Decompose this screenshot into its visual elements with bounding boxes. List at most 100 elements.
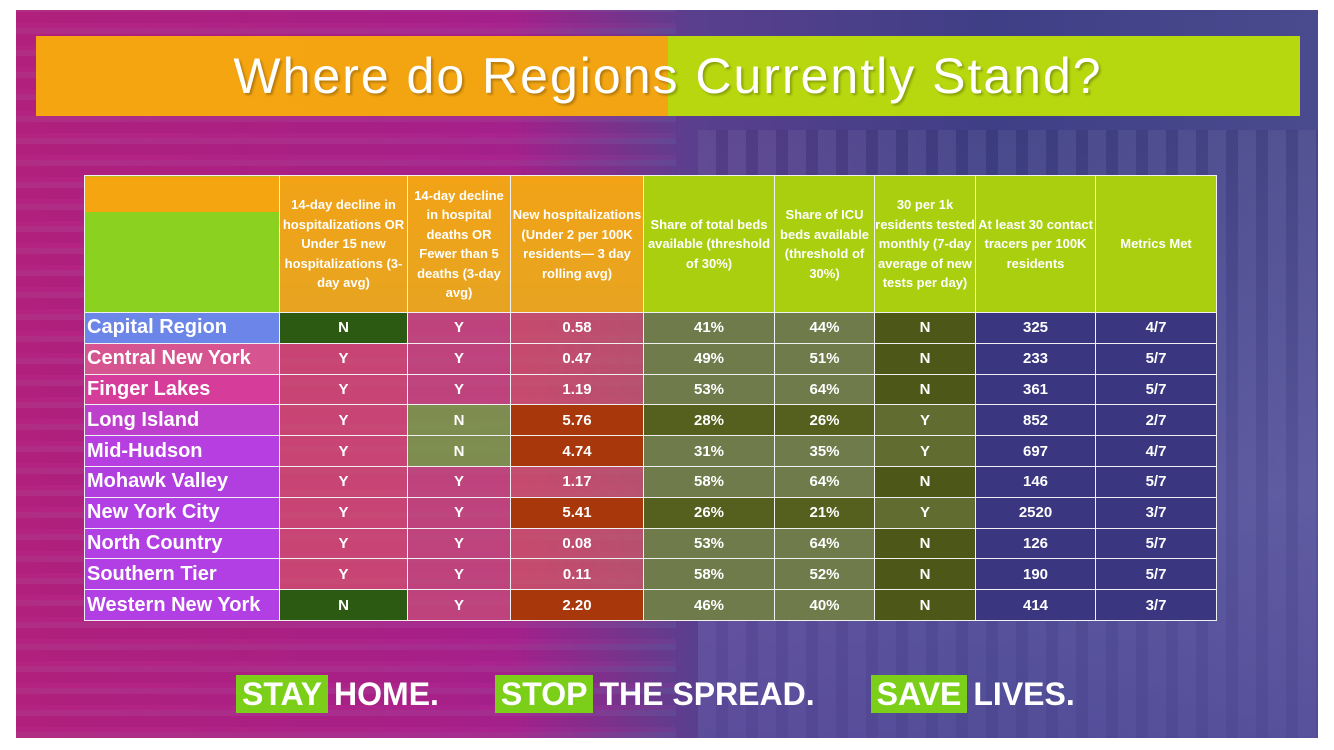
tracers-cell: 190 xyxy=(975,558,1096,591)
new-hosp-cell: 0.08 xyxy=(510,527,644,560)
metrics-met-cell: 5/7 xyxy=(1095,342,1217,375)
death-decline-cell: Y xyxy=(407,312,511,344)
metrics-met-cell: 5/7 xyxy=(1095,527,1217,560)
slogan-tag: STOP xyxy=(494,675,594,713)
hosp-decline-cell: Y xyxy=(279,435,408,467)
death-decline-cell: Y xyxy=(407,558,511,591)
testing-cell: Y xyxy=(874,435,976,467)
region-cell: Central New York xyxy=(84,342,280,375)
table-row: Mid-Hudson Y N 4.74 31% 35% Y 697 4/7 xyxy=(84,435,1217,467)
death-decline-cell: N xyxy=(407,435,511,467)
table-body: Capital Region N Y 0.58 41% 44% N 325 4/7 Central… xyxy=(84,312,1217,621)
slogan-save-lives: SAVE LIVES. xyxy=(870,675,1075,713)
metrics-met-cell: 5/7 xyxy=(1095,465,1217,498)
icu-beds-cell: 52% xyxy=(774,558,875,591)
death-decline-cell: Y xyxy=(407,342,511,375)
table-row: Central New York Y Y 0.47 49% 51% N 233 5/7 xyxy=(84,342,1217,375)
table-row: Long Island Y N 5.76 28% 26% Y 852 2/7 xyxy=(84,404,1217,437)
table-row: Finger Lakes Y Y 1.19 53% 64% N 361 5/7 xyxy=(84,373,1217,406)
total-beds-cell: 46% xyxy=(643,589,775,621)
metrics-met-cell: 3/7 xyxy=(1095,589,1217,621)
metrics-met-cell: 4/7 xyxy=(1095,312,1217,344)
header-testing: 30 per 1k residents tested monthly (7-da… xyxy=(874,175,976,313)
metrics-met-cell: 5/7 xyxy=(1095,558,1217,591)
icu-beds-cell: 35% xyxy=(774,435,875,467)
region-cell: Capital Region xyxy=(84,312,280,344)
hosp-decline-cell: Y xyxy=(279,527,408,560)
total-beds-cell: 31% xyxy=(643,435,775,467)
hosp-decline-cell: Y xyxy=(279,373,408,406)
hosp-decline-cell: N xyxy=(279,312,408,344)
table-row: Southern Tier Y Y 0.11 58% 52% N 190 5/7 xyxy=(84,558,1217,591)
icu-beds-cell: 21% xyxy=(774,496,875,529)
icu-beds-cell: 44% xyxy=(774,312,875,344)
header-row: 14-day decline in hospitalizations OR Un… xyxy=(84,175,1217,313)
death-decline-cell: N xyxy=(407,404,511,437)
region-cell: Mid-Hudson xyxy=(84,435,280,467)
tracers-cell: 697 xyxy=(975,435,1096,467)
icu-beds-cell: 26% xyxy=(774,404,875,437)
metrics-met-cell: 4/7 xyxy=(1095,435,1217,467)
icu-beds-cell: 64% xyxy=(774,527,875,560)
death-decline-cell: Y xyxy=(407,373,511,406)
slogan-tag: STAY xyxy=(236,675,329,713)
region-cell: Finger Lakes xyxy=(84,373,280,406)
region-cell: Long Island xyxy=(84,404,280,437)
metrics-met-cell: 3/7 xyxy=(1095,496,1217,529)
testing-cell: N xyxy=(874,527,976,560)
death-decline-cell: Y xyxy=(407,465,511,498)
tracers-cell: 852 xyxy=(975,404,1096,437)
total-beds-cell: 58% xyxy=(643,558,775,591)
icu-beds-cell: 64% xyxy=(774,373,875,406)
slogan-text: HOME. xyxy=(334,675,439,712)
regions-table: 14-day decline in hospitalizations OR Un… xyxy=(84,175,1217,621)
hosp-decline-cell: Y xyxy=(279,404,408,437)
total-beds-cell: 41% xyxy=(643,312,775,344)
table-row: North Country Y Y 0.08 53% 64% N 126 5/7 xyxy=(84,527,1217,560)
total-beds-cell: 53% xyxy=(643,527,775,560)
testing-cell: Y xyxy=(874,404,976,437)
tracers-cell: 126 xyxy=(975,527,1096,560)
slogan-stay-home: STAY HOME. xyxy=(236,675,439,713)
header-death-decline: 14-day decline in hospital deaths OR Few… xyxy=(407,175,511,313)
hosp-decline-cell: Y xyxy=(279,342,408,375)
new-hosp-cell: 1.19 xyxy=(510,373,644,406)
tracers-cell: 2520 xyxy=(975,496,1096,529)
hosp-decline-cell: Y xyxy=(279,558,408,591)
header-hosp-decline: 14-day decline in hospitalizations OR Un… xyxy=(279,175,408,313)
hosp-decline-cell: Y xyxy=(279,465,408,498)
region-cell: Southern Tier xyxy=(84,558,280,591)
tracers-cell: 361 xyxy=(975,373,1096,406)
header-metrics-met: Metrics Met xyxy=(1095,175,1217,313)
new-hosp-cell: 4.74 xyxy=(510,435,644,467)
new-hosp-cell: 0.11 xyxy=(510,558,644,591)
tracers-cell: 414 xyxy=(975,589,1096,621)
table-row: Capital Region N Y 0.58 41% 44% N 325 4/7 xyxy=(84,312,1217,344)
new-hosp-cell: 0.58 xyxy=(510,312,644,344)
title-bar xyxy=(36,36,1300,116)
new-hosp-cell: 1.17 xyxy=(510,465,644,498)
total-beds-cell: 26% xyxy=(643,496,775,529)
testing-cell: Y xyxy=(874,496,976,529)
new-hosp-cell: 5.76 xyxy=(510,404,644,437)
region-cell: New York City xyxy=(84,496,280,529)
testing-cell: N xyxy=(874,465,976,498)
region-cell: North Country xyxy=(84,527,280,560)
slogan: STAY HOME. STOP THE SPREAD. SAVE LIVES. xyxy=(236,674,1131,714)
death-decline-cell: Y xyxy=(407,496,511,529)
death-decline-cell: Y xyxy=(407,589,511,621)
metrics-met-cell: 5/7 xyxy=(1095,373,1217,406)
page-title: Where do Regions Currently Stand? xyxy=(233,48,1103,104)
slogan-text: THE SPREAD. xyxy=(599,675,815,712)
region-cell: Western New York xyxy=(84,589,280,621)
testing-cell: N xyxy=(874,373,976,406)
slogan-text: LIVES. xyxy=(973,675,1075,712)
testing-cell: N xyxy=(874,558,976,591)
total-beds-cell: 28% xyxy=(643,404,775,437)
header-tracers: At least 30 contact tracers per 100K res… xyxy=(975,175,1096,313)
table-row: Western New York N Y 2.20 46% 40% N 414 3/7 xyxy=(84,589,1217,621)
slogan-stop-spread: STOP THE SPREAD. xyxy=(494,675,815,713)
icu-beds-cell: 40% xyxy=(774,589,875,621)
header-new-hosp: New hospitalizations (Under 2 per 100K r… xyxy=(510,175,644,313)
icu-beds-cell: 51% xyxy=(774,342,875,375)
